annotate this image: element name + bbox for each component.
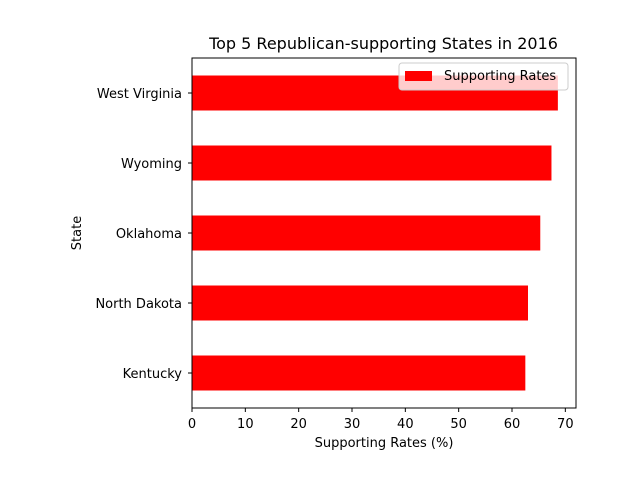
x-tick-label: 70: [557, 417, 574, 432]
y-tick-label: Wyoming: [121, 157, 182, 172]
legend-swatch: [405, 71, 432, 81]
legend-box: [398, 62, 569, 91]
y-tick-label: Oklahoma: [116, 227, 182, 242]
x-tick-label: 60: [504, 417, 521, 432]
x-tick-label: 20: [290, 417, 307, 432]
bar-north-dakota: [192, 285, 528, 321]
x-ticks: 0 10 20 30 40 50 60 70: [188, 408, 574, 432]
x-tick-label: 0: [188, 417, 196, 432]
y-tick-label: Kentucky: [123, 367, 183, 382]
bars-layer: [192, 75, 558, 391]
y-tick-label: West Virginia: [97, 87, 182, 102]
chart-title: Top 5 Republican-supporting States in 20…: [208, 34, 558, 53]
x-tick-label: 10: [237, 417, 254, 432]
bar-kentucky: [192, 355, 526, 391]
x-tick-label: 50: [450, 417, 467, 432]
legend: Supporting Rates: [398, 62, 569, 91]
legend-label: Supporting Rates: [444, 69, 556, 84]
x-axis-label: Supporting Rates (%): [315, 436, 454, 451]
bar-wyoming: [192, 145, 552, 181]
bar-oklahoma: [192, 215, 541, 251]
y-ticks: Kentucky North Dakota Oklahoma Wyoming West …: [95, 87, 192, 382]
y-axis-label: State: [70, 216, 85, 250]
y-tick-label: North Dakota: [95, 297, 182, 312]
x-tick-label: 30: [344, 417, 361, 432]
x-tick-label: 40: [397, 417, 414, 432]
